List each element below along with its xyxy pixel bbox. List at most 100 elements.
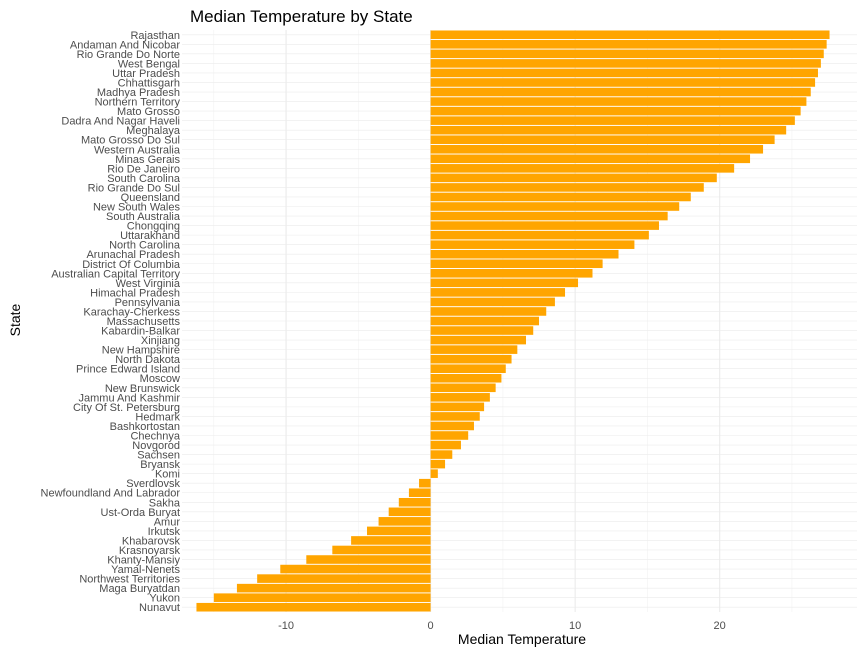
bar: [280, 564, 431, 574]
category-label: Rio Grande Do Sul: [88, 182, 180, 194]
category-label: Mato Grosso Do Sul: [81, 135, 180, 147]
bar: [332, 545, 431, 555]
category-label: Northern Territory: [95, 97, 181, 109]
bar: [430, 354, 512, 364]
category-label: Uttar Pradesh: [112, 68, 180, 80]
bar: [430, 326, 534, 335]
category-label: Minas Gerais: [115, 154, 180, 166]
bar: [430, 249, 619, 259]
bar: [430, 30, 830, 40]
bar: [430, 278, 579, 288]
bar: [430, 125, 787, 135]
bar: [430, 307, 547, 316]
bar: [430, 97, 807, 106]
category-label: South Carolina: [107, 173, 181, 185]
category-label: Sachsen: [137, 450, 180, 462]
bar: [430, 421, 474, 431]
category-label: Nunavut: [139, 602, 180, 614]
bar: [430, 154, 751, 164]
bar: [378, 517, 431, 526]
category-label: Meghalaya: [126, 125, 181, 137]
category-label: Sverdlovsk: [126, 478, 180, 490]
category-label: Khabarovsk: [122, 535, 181, 547]
category-label: Novgorod: [132, 440, 180, 452]
bar: [388, 507, 431, 517]
category-label: Dadra And Nagar Haveli: [61, 116, 180, 128]
bar: [236, 583, 431, 593]
x-tick-label: 0: [428, 620, 434, 632]
category-label: West Bengal: [118, 58, 180, 70]
bar: [430, 87, 811, 97]
bar: [430, 40, 827, 49]
category-label: Andaman And Nicobar: [70, 39, 180, 51]
bar: [430, 316, 540, 326]
category-label: West Virginia: [116, 278, 181, 290]
category-label: Maga Buryatdan: [99, 583, 180, 595]
category-label: Moscow: [140, 373, 180, 385]
bar: [430, 373, 502, 383]
bar: [419, 478, 431, 488]
bar: [430, 68, 818, 78]
bar: [430, 135, 775, 145]
bar: [257, 574, 431, 583]
x-axis-title: Median Temperature: [458, 631, 586, 647]
category-label: Bryansk: [140, 459, 180, 471]
category-label: Western Australia: [94, 144, 181, 156]
x-tick-label: 20: [714, 620, 726, 632]
bar: [430, 269, 593, 278]
bar: [430, 49, 824, 59]
category-label: Jammu And Kashmir: [79, 392, 181, 404]
category-label: Northwest Territories: [79, 574, 180, 586]
bar: [408, 488, 431, 498]
category-label: Ust-Orda Buryat: [101, 507, 180, 519]
category-label: Rio De Janeiro: [107, 163, 180, 175]
bar: [430, 450, 453, 459]
bar: [213, 593, 431, 602]
bar: [367, 526, 431, 536]
bar: [430, 59, 821, 68]
category-label: Chongqing: [127, 221, 180, 233]
category-label: New Hampshire: [102, 345, 180, 357]
bar: [430, 383, 496, 393]
bar: [306, 555, 431, 564]
category-label: Hedmark: [135, 411, 180, 423]
bar: [430, 469, 438, 478]
category-label: Newfoundland And Labrador: [41, 488, 181, 500]
bars: [196, 30, 830, 612]
category-label: Xinjiang: [141, 335, 180, 347]
category-label: New Brunswick: [105, 383, 181, 395]
x-tick-label: 10: [569, 620, 581, 632]
category-label: Rajasthan: [130, 30, 180, 42]
bar: [430, 240, 635, 249]
bar: [430, 335, 527, 345]
bar: [430, 211, 668, 221]
bar: [430, 345, 518, 354]
category-label: North Dakota: [115, 354, 181, 366]
category-label: Pennsylvania: [115, 297, 181, 309]
bar: [430, 297, 555, 307]
category-label: Prince Edward Island: [76, 364, 180, 376]
bar: [430, 164, 735, 173]
category-label: Mato Grosso: [117, 106, 180, 118]
bar: [430, 431, 469, 440]
category-label: Irkutsk: [148, 526, 181, 538]
category-label: City Of St. Petersburg: [73, 402, 180, 414]
category-label: Himachal Pradesh: [90, 287, 180, 299]
category-label: Arunachal Pradesh: [86, 249, 180, 261]
x-tick-labels: -10 0 10 20: [278, 620, 726, 632]
bar: [430, 144, 764, 154]
bar: [430, 412, 480, 421]
category-label: Sakha: [149, 497, 181, 509]
category-label: Yukon: [149, 593, 180, 605]
category-label: Uttarakhand: [120, 230, 180, 242]
y-axis-title: State: [7, 303, 23, 336]
bar: [430, 402, 485, 412]
category-label: Rio Grande Do Norte: [77, 49, 180, 61]
bar: [430, 192, 691, 202]
bar: [430, 288, 566, 297]
x-tick-label: -10: [278, 620, 294, 632]
category-label: Khanty-Mansiy: [107, 555, 180, 567]
bar: [430, 78, 816, 87]
